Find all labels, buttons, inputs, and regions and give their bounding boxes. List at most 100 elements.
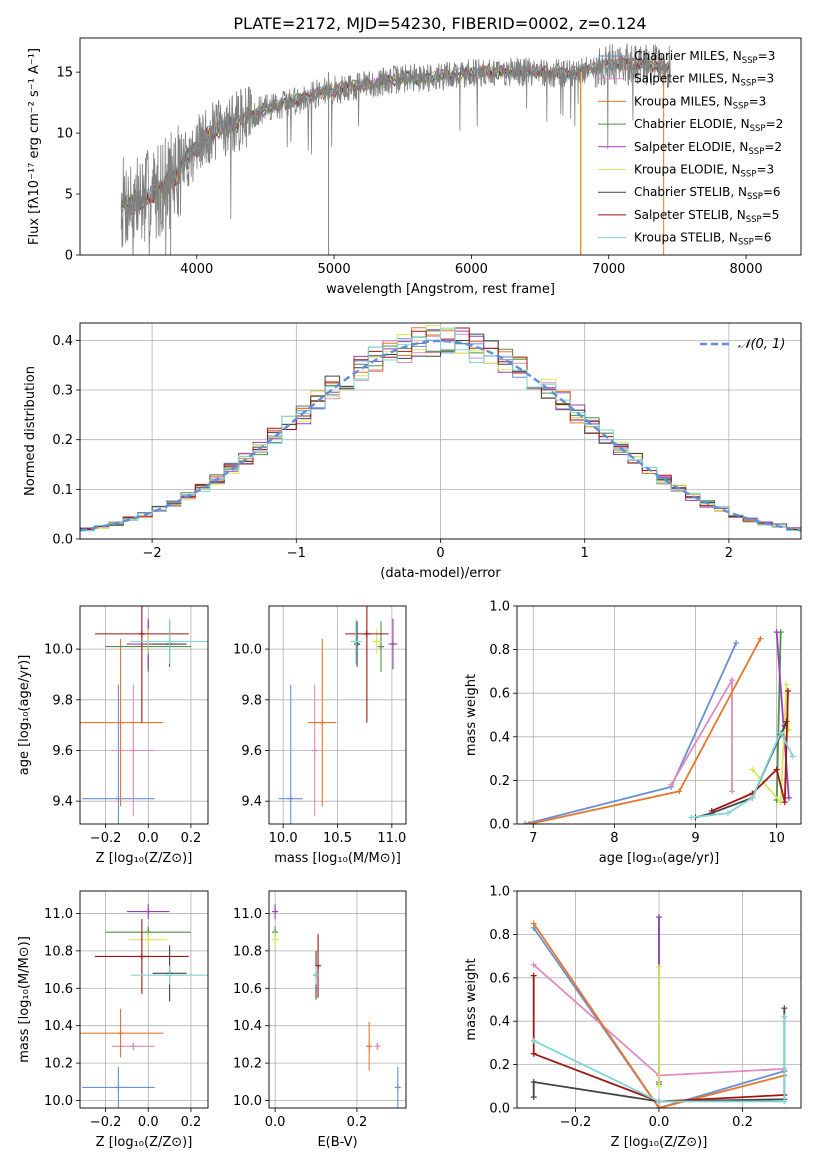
weight-point [781, 1013, 788, 1020]
residuals-ytick-label: 0.2 [52, 433, 73, 448]
mass-vs-ebv-ytick-label: 11.0 [233, 907, 262, 922]
age-vs-mass-ytick-label: 10.0 [233, 643, 262, 658]
residual-histogram-step [80, 325, 801, 531]
age-vs-mass-marks [278, 606, 398, 824]
age-vs-Z-ytick-label: 9.6 [52, 744, 73, 759]
weight-point [530, 1094, 537, 1101]
residuals-xtick-label: 1 [581, 546, 589, 561]
mass-vs-Z-axes: −0.2 0.0 0.2 10.0 10.2 10.4 10.6 10.8 11.0 Z [log… [17, 890, 209, 1150]
weight-point [785, 688, 792, 695]
age-vs-mass-ytick-label: 9.6 [241, 744, 262, 759]
residuals-ytick-label: 0.1 [52, 483, 73, 498]
weight-point [688, 814, 695, 821]
data-point [115, 1084, 122, 1091]
weight-vs-age-ytick-label: 0.8 [489, 643, 510, 658]
age-vs-Z-axes: −0.2 0.0 0.2 9.4 9.6 9.8 10.0 Z [log₁₀(Z/Z⊙)] ag… [17, 605, 209, 866]
weight-vs-age-xtick-label: 8 [610, 831, 618, 846]
weight-vs-Z-ytick-label: 0.0 [489, 1102, 510, 1117]
residual-histogram-step [80, 327, 801, 531]
weight-point [668, 781, 675, 788]
spectrum-frame [79, 37, 802, 256]
age-vs-Z-ytick-label: 9.8 [52, 693, 73, 708]
spectrum-ylabel: Flux [fλ10⁻¹⁷ erg cm⁻² s⁻¹ A⁻¹] [27, 48, 42, 245]
data-point [272, 936, 279, 943]
mass-vs-Z-ylabel: mass [log₁₀(M/M⊙)] [17, 936, 32, 1063]
weight-point [789, 753, 796, 760]
data-point [389, 641, 396, 648]
weight-vs-Z-marks [530, 914, 788, 1108]
spectrum-xtick-label: 8000 [730, 262, 763, 277]
weight-point [656, 1098, 662, 1105]
weight-vs-Z-ytick-label: 0.8 [489, 928, 510, 943]
weight-vs-age-xtick-label: 7 [529, 831, 537, 846]
mass-vs-ebv-grid [269, 891, 406, 1108]
legend-label: Kroupa MILES, NSSP=3 [634, 94, 766, 111]
legend-label: Salpeter ELODIE, NSSP=2 [634, 140, 782, 157]
legend-label: Salpeter MILES, NSSP=3 [634, 72, 774, 89]
age-vs-Z-frame [79, 605, 209, 825]
mass-vs-Z-ytick-label: 10.4 [44, 1019, 73, 1034]
weight-point [530, 1078, 537, 1085]
mass-vs-Z-ytick-label: 10.6 [44, 982, 73, 997]
age-vs-mass-axes: 10.0 10.5 11.0 9.4 9.6 9.8 10.0 mass [log₁₀(M/M… [233, 605, 407, 866]
mass-vs-Z-xlabel: Z [log₁₀(Z/Z⊙)] [96, 1135, 193, 1150]
mass-vs-Z-xtick-label: 0.0 [138, 1115, 159, 1130]
data-point [363, 630, 370, 637]
spectrum-xtick-label: 6000 [455, 262, 488, 277]
weight-vs-age-ytick-label: 0.0 [489, 818, 510, 833]
mass-vs-ebv-ytick-label: 10.8 [233, 944, 262, 959]
weight-point [530, 1050, 537, 1057]
spectrum-ytick-label: 5 [65, 188, 73, 203]
data-point [138, 630, 145, 637]
weight-point [656, 914, 662, 921]
data-point [374, 1043, 381, 1050]
weight-point [781, 799, 788, 806]
weight-point [530, 920, 537, 927]
data-point [138, 953, 145, 960]
weight-vs-Z-axes: −0.2 0.0 0.2 0.0 0.2 0.4 0.6 0.8 1.0 Z [log₁₀(Z/Z… [464, 885, 802, 1150]
mass-vs-Z-ytick-label: 10.0 [44, 1094, 73, 1109]
observed-spectrum-line [120, 43, 671, 255]
data-point [130, 1043, 137, 1050]
residual-histogram-step [80, 327, 801, 531]
data-point [394, 1084, 401, 1091]
age-vs-Z-marks [80, 606, 208, 824]
weight-point [729, 677, 736, 684]
data-point [272, 908, 279, 915]
age-vs-mass-xlabel: mass [log₁₀(M/M⊙)] [274, 851, 401, 866]
weight-point [724, 810, 731, 817]
residuals-ytick-label: 0.0 [52, 533, 73, 548]
mass-vs-ebv-axes: 0.0 0.2 10.0 10.2 10.4 10.6 10.8 11.0 E(B-V) [233, 890, 407, 1150]
weight-vs-Z-ylabel: mass weight [464, 958, 479, 1040]
residuals-xtick-label: −2 [143, 546, 162, 561]
weight-vs-age-ytick-label: 1.0 [489, 600, 510, 615]
weight-point [656, 963, 662, 970]
age-vs-Z-grid [80, 606, 208, 824]
residuals-marks [80, 325, 801, 532]
mass-vs-Z-frame [79, 890, 209, 1109]
data-point [373, 638, 380, 645]
weight-vs-age-frame [516, 605, 802, 825]
spectrum-xtick-label: 4000 [180, 262, 213, 277]
residuals-ylabel: Normed distribution [23, 366, 38, 496]
data-point [313, 972, 320, 979]
weight-vs-age-axes: 7 8 9 10 0.0 0.2 0.4 0.6 0.8 1.0 age [log₁₀(age/yr… [464, 600, 802, 866]
weight-point [656, 1105, 662, 1108]
data-point [130, 747, 137, 754]
spectrum-xlabel: wavelength [Angstrom, rest frame] [326, 282, 555, 297]
spectrum-xtick-label: 5000 [318, 262, 351, 277]
age-vs-mass-xtick-label: 10.0 [269, 831, 298, 846]
mass-vs-Z-marks [80, 904, 208, 1108]
weight-point [522, 821, 529, 824]
data-point [311, 747, 318, 754]
weight-series-line [532, 927, 785, 1108]
mass-vs-Z-ytick-label: 11.0 [44, 907, 73, 922]
weight-series-line [775, 632, 790, 798]
normal-curve [80, 339, 801, 532]
data-point [287, 795, 294, 802]
legend-label: Salpeter STELIB, NSSP=5 [634, 208, 779, 225]
data-point [166, 972, 173, 979]
legend-label: Kroupa ELODIE, NSSP=3 [634, 163, 774, 180]
weight-vs-age-ytick-label: 0.6 [489, 687, 510, 702]
